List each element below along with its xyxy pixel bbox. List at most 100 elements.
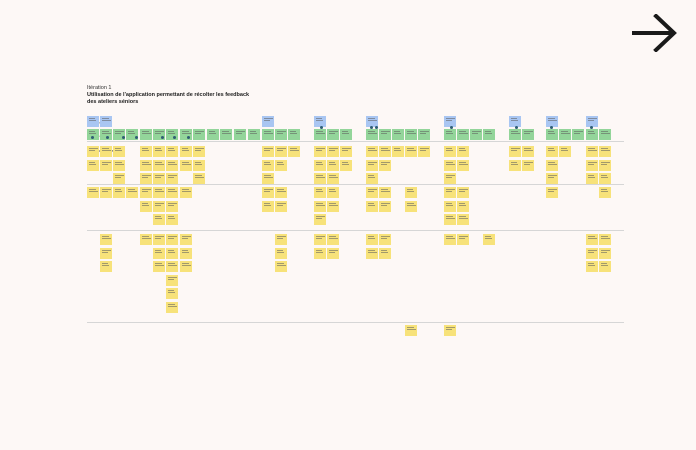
step-note[interactable] xyxy=(327,129,339,140)
feature-note[interactable] xyxy=(180,159,192,171)
step-note[interactable] xyxy=(599,129,611,140)
step-note[interactable] xyxy=(379,129,391,140)
activity-note[interactable] xyxy=(509,116,521,127)
activity-note[interactable] xyxy=(262,116,274,127)
feature-note[interactable] xyxy=(314,200,326,212)
feature-note[interactable] xyxy=(559,146,571,157)
feature-note[interactable] xyxy=(379,146,391,157)
step-note[interactable] xyxy=(483,129,495,140)
feature-note[interactable] xyxy=(327,200,339,212)
feature-note[interactable] xyxy=(314,159,326,171)
feature-note[interactable] xyxy=(180,187,192,198)
step-note[interactable] xyxy=(572,129,584,140)
feature-note[interactable] xyxy=(546,173,558,184)
feature-note[interactable] xyxy=(275,234,287,245)
feature-note[interactable] xyxy=(180,234,192,245)
activity-note[interactable] xyxy=(444,116,456,127)
feature-note[interactable] xyxy=(444,214,456,225)
feature-note[interactable] xyxy=(275,159,287,171)
step-note[interactable] xyxy=(193,129,205,140)
feature-note[interactable] xyxy=(87,146,99,157)
step-note[interactable] xyxy=(153,129,165,140)
feature-note[interactable] xyxy=(113,187,125,198)
feature-note[interactable] xyxy=(87,159,99,171)
feature-note[interactable] xyxy=(314,187,326,198)
feature-note[interactable] xyxy=(180,146,192,157)
feature-note[interactable] xyxy=(444,325,456,336)
feature-note[interactable] xyxy=(457,159,469,171)
step-note[interactable] xyxy=(392,129,404,140)
feature-note[interactable] xyxy=(327,146,339,157)
step-note[interactable] xyxy=(288,129,300,140)
feature-note[interactable] xyxy=(140,200,152,212)
feature-note[interactable] xyxy=(166,159,178,171)
feature-note[interactable] xyxy=(262,173,274,184)
step-note[interactable] xyxy=(470,129,482,140)
feature-note[interactable] xyxy=(262,159,274,171)
feature-note[interactable] xyxy=(275,261,287,272)
feature-note[interactable] xyxy=(153,173,165,184)
feature-note[interactable] xyxy=(366,187,378,198)
step-note[interactable] xyxy=(546,129,558,140)
step-note[interactable] xyxy=(314,129,326,140)
feature-note[interactable] xyxy=(405,187,417,198)
feature-note[interactable] xyxy=(166,173,178,184)
feature-note[interactable] xyxy=(444,146,456,157)
step-note[interactable] xyxy=(340,129,352,140)
activity-note[interactable] xyxy=(586,116,598,127)
feature-note[interactable] xyxy=(100,146,112,157)
feature-note[interactable] xyxy=(509,159,521,171)
activity-note[interactable] xyxy=(87,116,99,127)
feature-note[interactable] xyxy=(599,146,611,157)
feature-note[interactable] xyxy=(100,261,112,272)
step-note[interactable] xyxy=(457,129,469,140)
feature-note[interactable] xyxy=(100,159,112,171)
feature-note[interactable] xyxy=(366,159,378,171)
feature-note[interactable] xyxy=(153,247,165,259)
step-note[interactable] xyxy=(418,129,430,140)
feature-note[interactable] xyxy=(457,187,469,198)
feature-note[interactable] xyxy=(153,214,165,225)
feature-note[interactable] xyxy=(586,234,598,245)
feature-note[interactable] xyxy=(100,234,112,245)
feature-note[interactable] xyxy=(444,173,456,184)
step-note[interactable] xyxy=(220,129,232,140)
feature-note[interactable] xyxy=(166,274,178,286)
feature-note[interactable] xyxy=(193,173,205,184)
feature-note[interactable] xyxy=(586,159,598,171)
step-note[interactable] xyxy=(275,129,287,140)
step-note[interactable] xyxy=(509,129,521,140)
feature-note[interactable] xyxy=(262,200,274,212)
feature-note[interactable] xyxy=(327,234,339,245)
feature-note[interactable] xyxy=(166,301,178,313)
feature-note[interactable] xyxy=(153,159,165,171)
step-note[interactable] xyxy=(180,129,192,140)
feature-note[interactable] xyxy=(153,200,165,212)
feature-note[interactable] xyxy=(379,200,391,212)
feature-note[interactable] xyxy=(379,159,391,171)
feature-note[interactable] xyxy=(275,247,287,259)
feature-note[interactable] xyxy=(193,146,205,157)
feature-note[interactable] xyxy=(366,247,378,259)
activity-note[interactable] xyxy=(366,116,378,127)
feature-note[interactable] xyxy=(113,173,125,184)
feature-note[interactable] xyxy=(140,146,152,157)
feature-note[interactable] xyxy=(366,234,378,245)
feature-note[interactable] xyxy=(379,187,391,198)
feature-note[interactable] xyxy=(444,187,456,198)
step-note[interactable] xyxy=(126,129,138,140)
feature-note[interactable] xyxy=(546,187,558,198)
step-note[interactable] xyxy=(87,129,99,140)
feature-note[interactable] xyxy=(100,247,112,259)
feature-note[interactable] xyxy=(546,159,558,171)
feature-note[interactable] xyxy=(314,234,326,245)
feature-note[interactable] xyxy=(405,325,417,336)
feature-note[interactable] xyxy=(262,187,274,198)
feature-note[interactable] xyxy=(340,146,352,157)
feature-note[interactable] xyxy=(327,173,339,184)
feature-note[interactable] xyxy=(483,234,495,245)
feature-note[interactable] xyxy=(379,247,391,259)
feature-note[interactable] xyxy=(314,214,326,225)
feature-note[interactable] xyxy=(288,146,300,157)
feature-note[interactable] xyxy=(166,214,178,225)
